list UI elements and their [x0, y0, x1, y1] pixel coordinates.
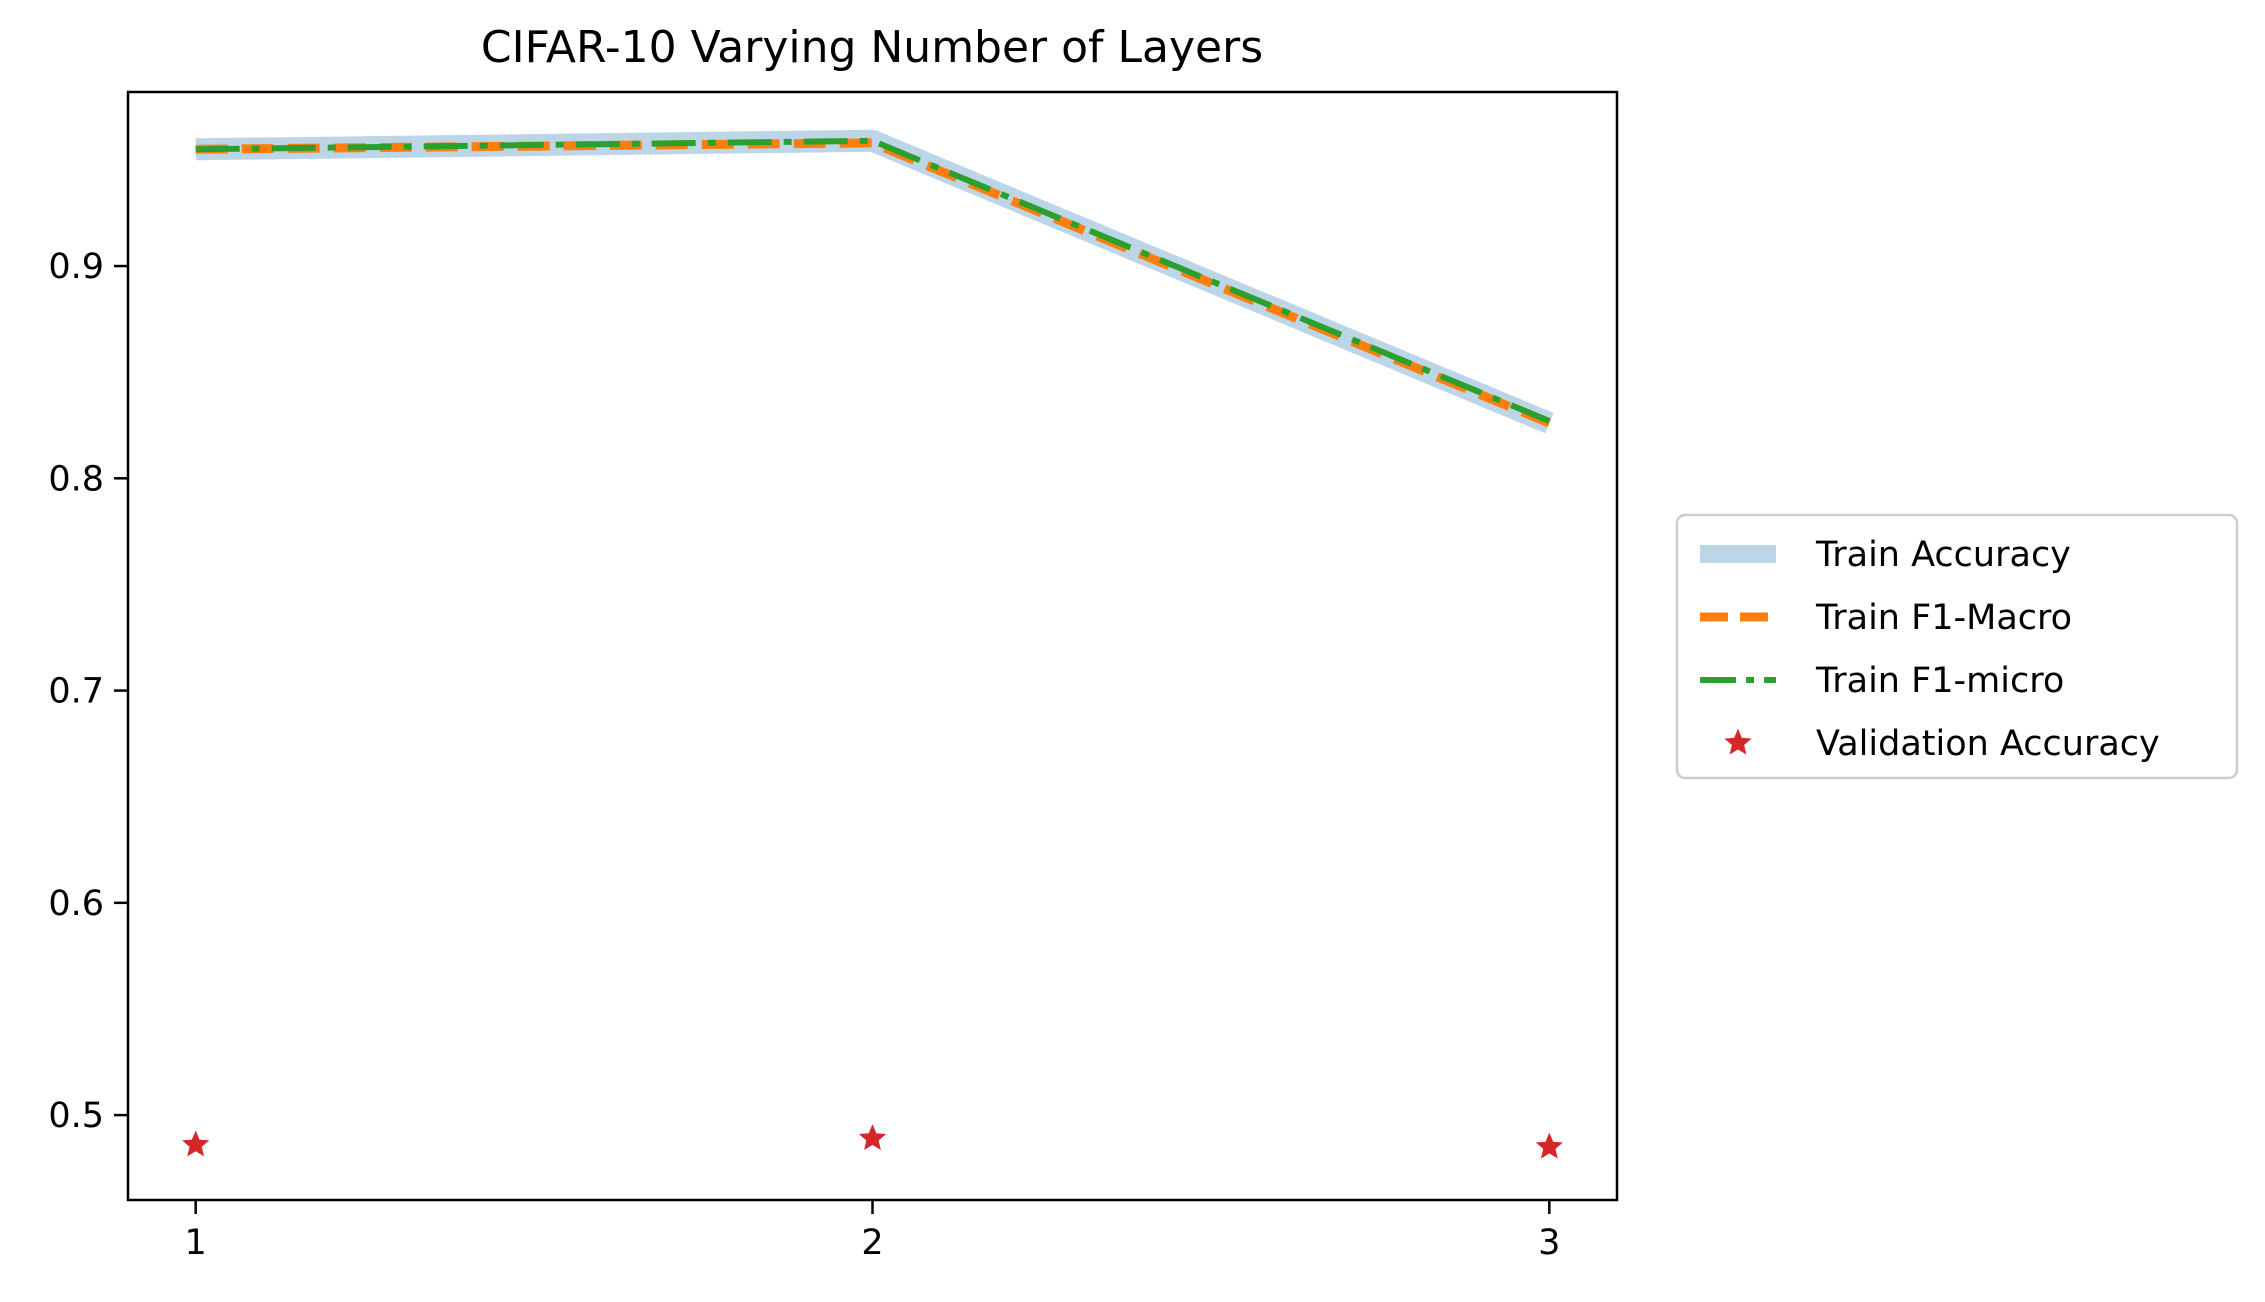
y-axis: 0.5 0.6 0.7 0.8 0.9	[48, 247, 128, 1136]
validation-accuracy-point	[858, 1124, 887, 1151]
legend-label: Validation Accuracy	[1816, 724, 2160, 764]
y-tick-label: 0.5	[48, 1096, 104, 1136]
legend-item: Train Accuracy	[1700, 535, 2071, 575]
legend-frame	[1675, 513, 2239, 780]
y-tick-label: 0.7	[48, 672, 104, 712]
y-tick-label: 0.8	[48, 459, 104, 499]
legend-item: Train F1-micro	[1700, 661, 2064, 701]
legend-item: Validation Accuracy	[1724, 724, 2160, 764]
x-tick-label: 3	[1538, 1223, 1560, 1263]
series-4	[182, 1124, 1563, 1159]
legend-label: Train F1-Macro	[1815, 598, 2072, 638]
legend: Train Accuracy Train F1-Macro Train F1-mic…	[1675, 513, 2239, 780]
legend-label: Train F1-micro	[1815, 661, 2064, 701]
series-layer	[182, 129, 1563, 1159]
legend-swatch	[1724, 728, 1752, 755]
legend-label: Train Accuracy	[1815, 535, 2071, 575]
legend-item: Train F1-Macro	[1700, 598, 2072, 638]
y-tick-label: 0.9	[48, 247, 104, 287]
x-tick-label: 2	[861, 1223, 883, 1263]
validation-accuracy-point	[1535, 1132, 1563, 1159]
validation-accuracy-point	[182, 1130, 210, 1157]
x-axis: 1 2 3	[185, 1200, 1560, 1263]
x-tick-label: 1	[185, 1223, 207, 1263]
series-line	[195, 137, 1551, 424]
chart-title: CIFAR-10 Varying Number of Layers	[481, 22, 1263, 73]
series-3	[195, 137, 1551, 424]
y-tick-label: 0.6	[48, 884, 104, 924]
